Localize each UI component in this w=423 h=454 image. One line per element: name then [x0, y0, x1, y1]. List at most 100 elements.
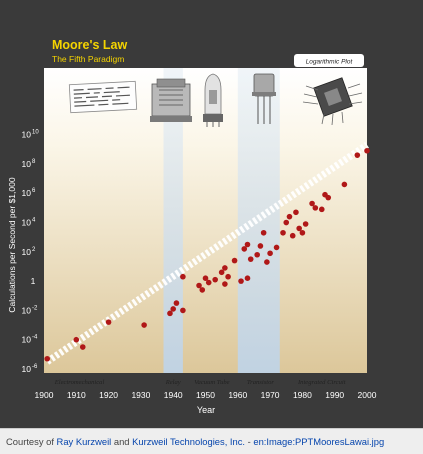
data-point-1 [73, 336, 80, 343]
trend-line [45, 142, 369, 365]
era-bands [163, 68, 280, 373]
x-axis-label: Year [197, 405, 215, 415]
x-tick-label-7: 1970 [261, 390, 280, 400]
y-tick-label-5: 10 [22, 218, 32, 228]
x-tick-label-10: 2000 [358, 390, 377, 400]
data-point-44 [341, 181, 348, 188]
data-point-26 [257, 243, 264, 249]
chart-svg: Electromechanical Relay Vacuum Tube Transis… [7, 38, 377, 415]
data-point-7 [173, 300, 180, 306]
data-point-23 [244, 275, 251, 281]
data-point-16 [222, 265, 228, 271]
data-point-11 [199, 287, 206, 293]
relay-icon [150, 78, 192, 122]
y-tick-label-1: 10 [22, 335, 32, 345]
integrated-circuit-icon [302, 77, 363, 126]
data-point-33 [286, 213, 293, 220]
data-point-32 [283, 219, 290, 226]
plot-note-box [294, 54, 364, 67]
x-tick-label-1: 1910 [67, 390, 86, 400]
era-label-transistor: Transistor [247, 379, 275, 386]
caption-and: and [111, 436, 133, 447]
y-tick-exponent-2: -2 [32, 305, 38, 311]
x-tick-label-6: 1960 [228, 390, 247, 400]
data-point-6 [170, 306, 176, 312]
x-tick-label-3: 1930 [131, 390, 150, 400]
era-labels: Electromechanical Relay Vacuum Tube Transis… [54, 379, 346, 386]
chart-subtitle: The Fifth Paradigm [52, 54, 124, 64]
data-point-45 [354, 152, 361, 158]
x-tick-label-4: 1940 [164, 390, 183, 400]
data-point-38 [302, 221, 309, 227]
data-point-37 [299, 229, 306, 236]
data-point-41 [318, 206, 325, 213]
y-tick-exponent-7: 8 [32, 159, 36, 165]
caption-sep: - [245, 436, 254, 447]
era-label-relay: Relay [165, 379, 181, 386]
y-tick-exponent-1: -4 [32, 335, 38, 341]
data-point-31 [280, 229, 286, 236]
y-tick-exponent-4: 2 [32, 247, 36, 253]
data-point-3 [105, 319, 112, 325]
data-point-39 [309, 200, 315, 207]
y-tick-label-3: 1 [31, 276, 36, 286]
data-point-5 [167, 310, 173, 317]
x-tick-label-2: 1920 [99, 390, 118, 400]
era-band-relay [163, 68, 183, 373]
data-point-29 [267, 250, 273, 257]
y-tick-label-7: 10 [22, 159, 32, 169]
data-point-15 [218, 269, 225, 276]
trend-layer [45, 142, 369, 365]
vacuum-tube-icon [203, 73, 223, 127]
data-point-17 [222, 281, 228, 287]
data-point-46 [364, 147, 370, 154]
file-link[interactable]: en:Image:PPTMooresLawai.jpg [253, 436, 385, 447]
x-tick-labels: 1900 1910 1920 1930 1940 1950 1960 1970 1980 1990… [35, 390, 377, 400]
company-link[interactable]: Kurzweil Technologies, Inc. [132, 436, 246, 447]
y-tick-exponent-0: -6 [32, 364, 38, 370]
data-point-10 [196, 282, 202, 289]
chart-title: Moore's Law [52, 38, 127, 52]
y-tick-exponent-5: 4 [32, 218, 36, 224]
data-point-20 [238, 278, 244, 284]
image-caption: Courtesy of Ray Kurzweil and Kurzweil Te… [0, 428, 423, 454]
data-point-18 [225, 273, 231, 280]
x-tick-label-5: 1950 [196, 390, 215, 400]
caption-text: Courtesy of Ray Kurzweil and Kurzweil Te… [6, 436, 384, 447]
era-label-integrated-circuit: Integrated Circuit [297, 379, 346, 386]
y-tick-exponent-8: 10 [32, 130, 39, 136]
moores-law-figure: Electromechanical Relay Vacuum Tube Transis… [0, 0, 423, 428]
punch-card-icon [68, 80, 138, 114]
data-point-27 [260, 229, 267, 236]
data-point-40 [312, 205, 319, 211]
author-link[interactable]: Ray Kurzweil [56, 436, 112, 447]
data-point-36 [296, 225, 302, 232]
data-point-22 [244, 241, 251, 248]
data-point-25 [254, 251, 260, 258]
era-label-vacuum-tube: Vacuum Tube [194, 379, 229, 386]
data-point-30 [273, 244, 280, 251]
caption-prefix: Courtesy of [6, 436, 57, 447]
data-point-13 [205, 279, 212, 286]
x-tick-label-8: 1980 [293, 390, 312, 400]
y-tick-exponent-6: 6 [32, 188, 36, 194]
points-layer [44, 147, 370, 362]
data-point-43 [325, 194, 332, 201]
y-tick-label-0: 10 [22, 364, 32, 374]
transistor-icon [252, 73, 276, 124]
data-point-28 [264, 259, 270, 265]
data-point-19 [231, 257, 238, 264]
y-tick-label-2: 10 [22, 305, 32, 315]
data-point-2 [79, 344, 86, 350]
data-point-8 [180, 307, 186, 314]
data-point-24 [247, 256, 254, 262]
data-point-21 [241, 246, 248, 252]
data-point-14 [212, 276, 218, 283]
y-tick-label-6: 10 [22, 188, 32, 198]
era-label-electromechanical: Electromechanical [54, 379, 105, 386]
data-point-35 [293, 209, 299, 216]
plot-note: Logarithmic Plot [306, 59, 354, 66]
era-band-transistor [237, 68, 280, 373]
data-point-12 [202, 275, 209, 281]
